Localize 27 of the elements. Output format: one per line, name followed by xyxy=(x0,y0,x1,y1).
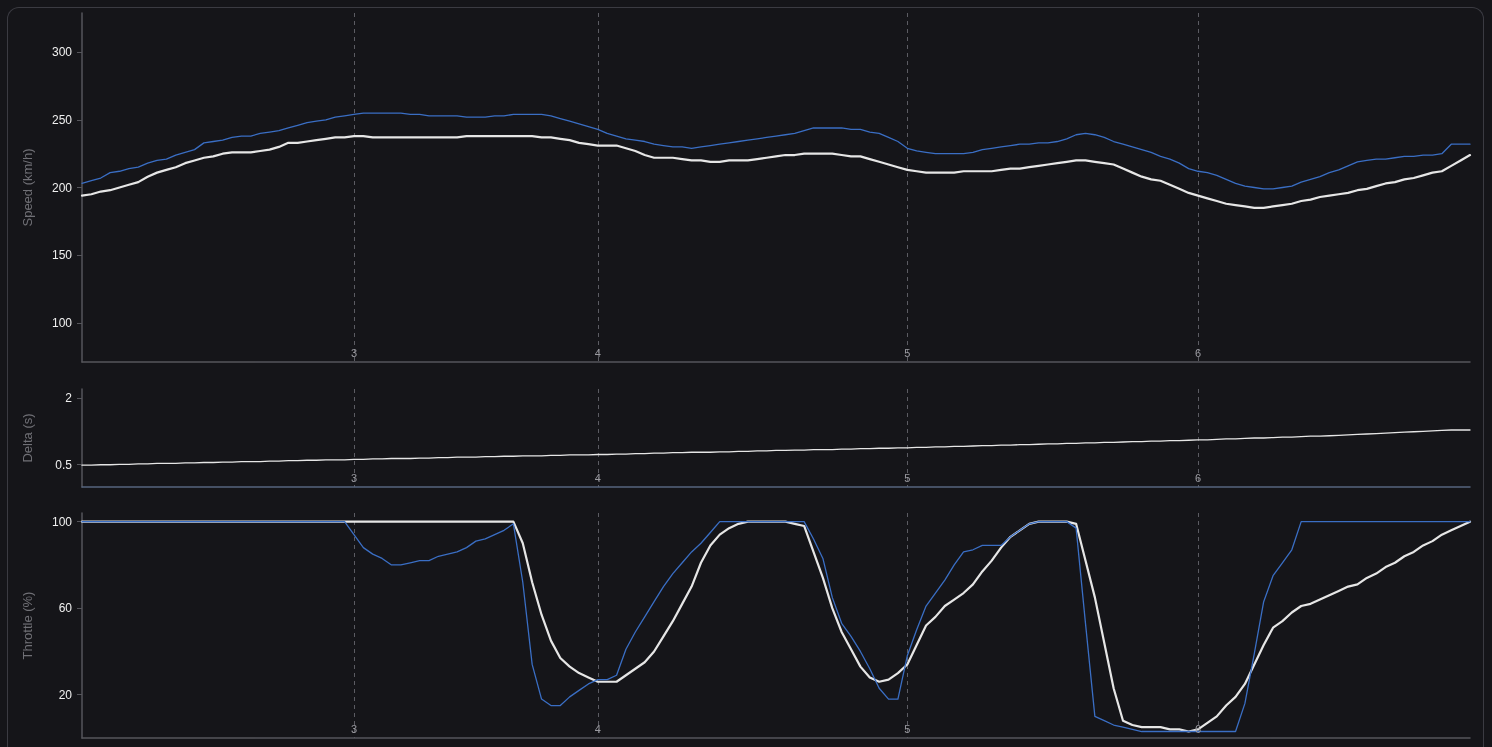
y-tick-label: 100 xyxy=(51,514,73,529)
x-tick-label: 4 xyxy=(594,346,601,359)
y-axis-title: Throttle (%) xyxy=(20,591,35,660)
y-tick-label: 250 xyxy=(51,112,73,127)
y-tick-label: 150 xyxy=(51,248,73,263)
y-tick-label: 2 xyxy=(65,390,73,405)
x-tick-label: 5 xyxy=(904,346,911,359)
x-tick-label: 4 xyxy=(594,722,601,735)
y-axis-title: Speed (km/h) xyxy=(20,148,35,227)
x-tick-label: 6 xyxy=(1194,346,1202,359)
y-tick-label: 60 xyxy=(58,601,73,616)
y-axis-title: Delta (s) xyxy=(20,413,35,463)
x-tick-label: 5 xyxy=(904,471,911,484)
x-tick-label: 6 xyxy=(1194,471,1202,484)
x-tick-label: 3 xyxy=(350,722,358,735)
x-tick-label: 5 xyxy=(904,722,911,735)
x-tick-label: 4 xyxy=(594,471,601,484)
x-tick-label: 3 xyxy=(350,346,358,359)
y-tick-label: 100 xyxy=(51,315,73,330)
y-tick-label: 20 xyxy=(58,687,73,702)
line-series xyxy=(80,135,1472,209)
line-series xyxy=(81,429,1471,466)
x-tick-label: 3 xyxy=(350,471,358,484)
line-series xyxy=(81,112,1471,190)
y-tick-label: 200 xyxy=(51,180,73,195)
y-tick-label: 0.5 xyxy=(55,457,73,472)
y-tick-label: 300 xyxy=(51,45,73,60)
